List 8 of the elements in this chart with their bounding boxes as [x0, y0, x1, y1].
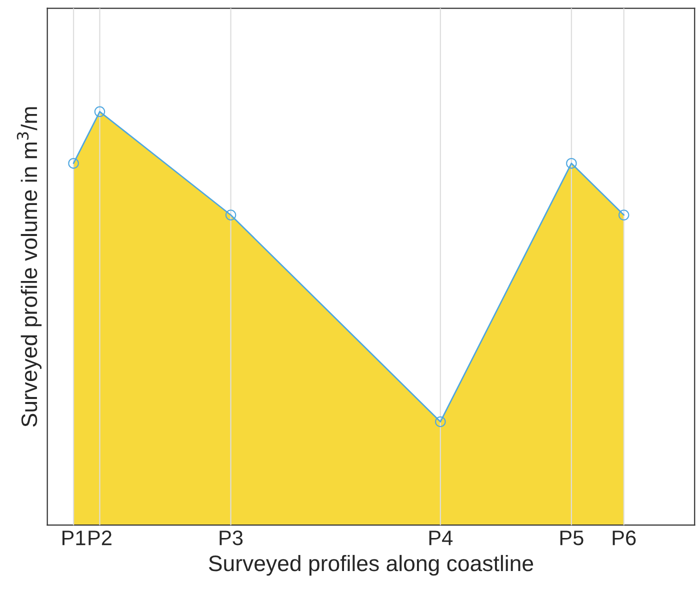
x-tick-label: P1 [62, 530, 86, 546]
x-tick-label: P4 [429, 530, 453, 546]
x-tick-label: P6 [612, 530, 636, 546]
y-axis-title: Surveyed profile volume in m$^{3}$/m [16, 107, 42, 427]
x-tick-label: P3 [220, 530, 243, 546]
x-axis-title: Surveyed profiles along coastline [208, 554, 534, 576]
x-tick-label: P2 [88, 530, 112, 546]
x-tick-label: P5 [560, 530, 584, 546]
